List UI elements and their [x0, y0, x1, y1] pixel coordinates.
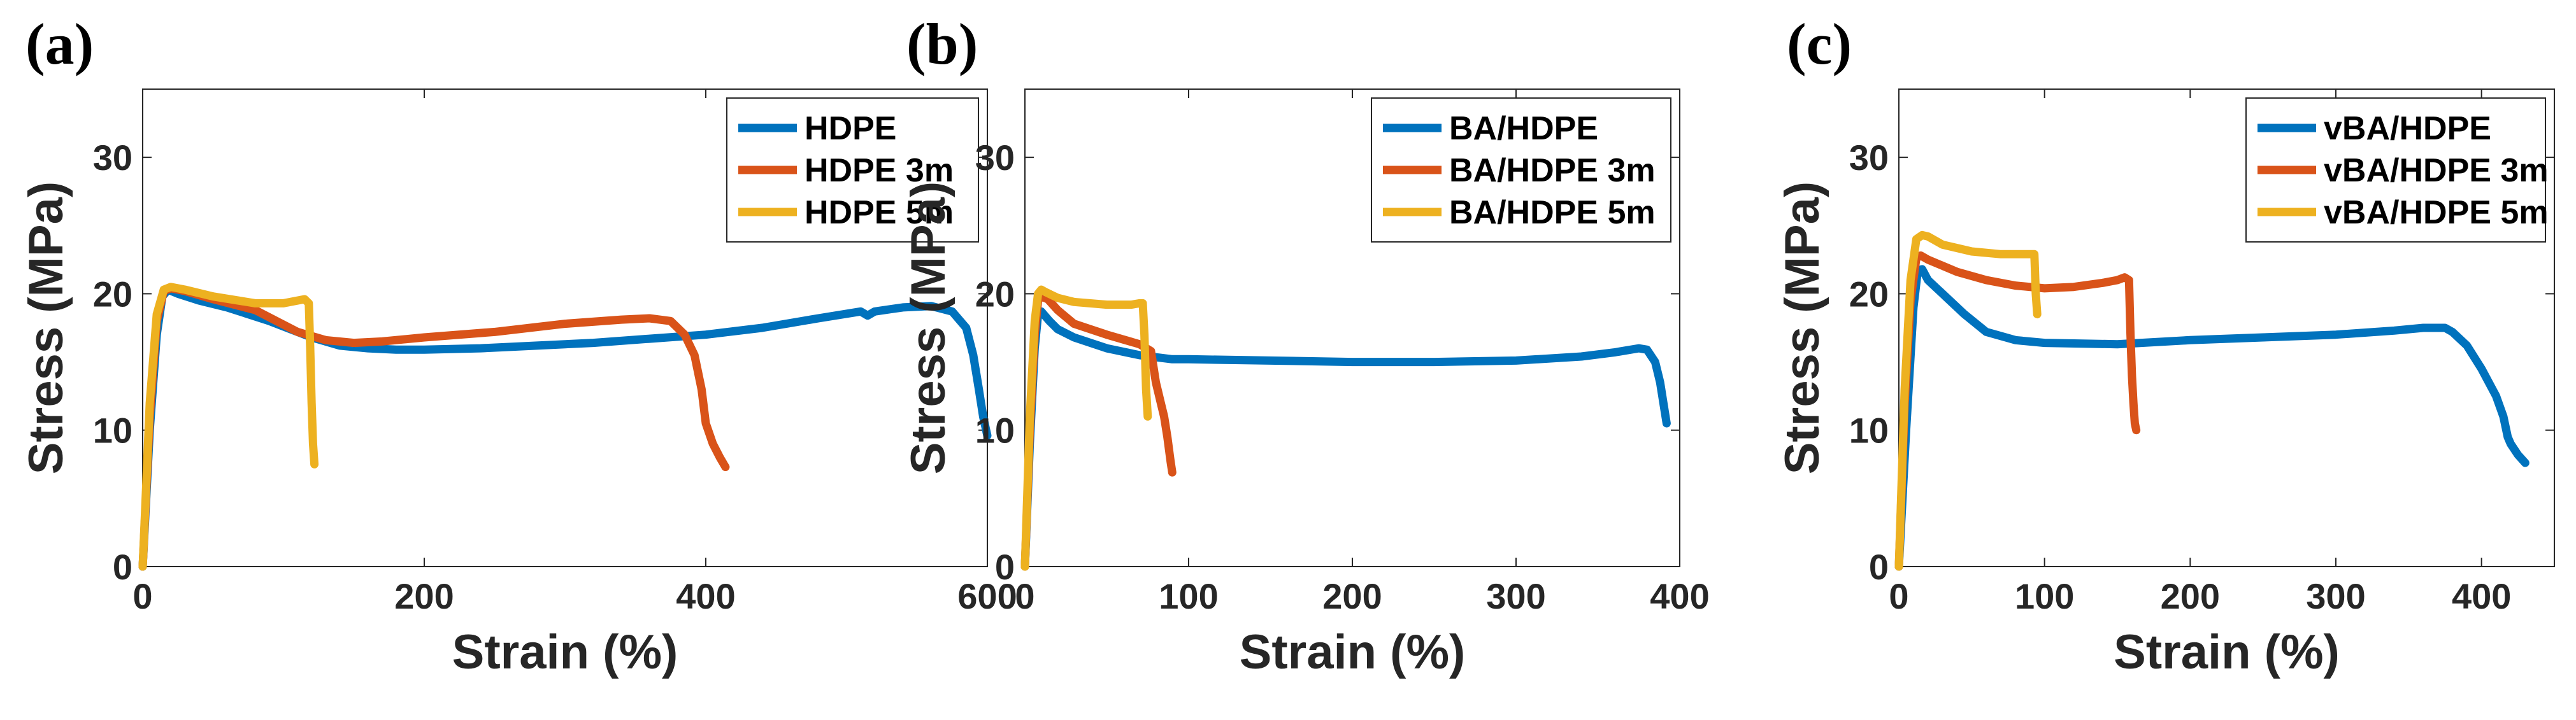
- y-axis-title: Stress (MPa): [1775, 181, 1829, 474]
- x-tick-label: 200: [2161, 576, 2220, 616]
- y-tick-label: 0: [113, 547, 132, 587]
- x-tick-label: 100: [1159, 576, 1218, 616]
- legend-label: HDPE: [805, 110, 896, 147]
- y-tick-label: 30: [975, 138, 1015, 178]
- y-axis-title: Stress (MPa): [901, 181, 955, 474]
- x-axis-title: Strain (%): [452, 625, 678, 679]
- x-tick-label: 300: [1486, 576, 1545, 616]
- series-line-3: [1020, 285, 1152, 571]
- legend-label: vBA/HDPE 5m: [2324, 194, 2549, 231]
- legend-label: vBA/HDPE 3m: [2324, 152, 2549, 189]
- y-tick-label: 0: [995, 547, 1015, 587]
- y-tick-label: 20: [1849, 274, 1889, 314]
- panel-label: (a): [25, 11, 94, 76]
- legend-label: vBA/HDPE: [2324, 110, 2491, 147]
- series-line-1: [138, 285, 992, 571]
- y-tick-label: 20: [93, 274, 132, 314]
- y-tick-label: 0: [1869, 547, 1889, 587]
- legend: HDPE HDPE 3m HDPE 5m: [726, 97, 979, 243]
- x-tick-label: 300: [2306, 576, 2365, 616]
- y-tick-label: 20: [975, 274, 1015, 314]
- y-tick-label: 10: [975, 411, 1015, 451]
- x-tick-label: 0: [132, 576, 152, 616]
- x-axis-title: Strain (%): [1240, 625, 1466, 679]
- x-tick-label: 600: [957, 576, 1017, 616]
- x-tick-label: 0: [1889, 576, 1908, 616]
- legend: BA/HDPE BA/HDPE 3m BA/HDPE 5m: [1371, 97, 1671, 243]
- x-tick-label: 0: [1015, 576, 1034, 616]
- x-tick-label: 400: [676, 576, 735, 616]
- legend: vBA/HDPE vBA/HDPE 3m vBA/HDPE 5m: [2245, 97, 2549, 243]
- legend-label: BA/HDPE 3m: [1449, 152, 1656, 189]
- x-tick-label: 100: [2015, 576, 2074, 616]
- series-line-1: [1894, 265, 2529, 571]
- legend-label: BA/HDPE 5m: [1449, 194, 1656, 231]
- legend-label: HDPE 3m: [805, 152, 954, 189]
- legend-label: BA/HDPE: [1449, 110, 1598, 147]
- series-line-3: [138, 283, 319, 571]
- panel-label: (c): [1787, 11, 1852, 76]
- panel-label: (b): [906, 11, 978, 76]
- legend-label: HDPE 5m: [805, 194, 954, 231]
- x-tick-label: 400: [2452, 576, 2511, 616]
- y-tick-label: 30: [93, 138, 132, 178]
- x-tick-label: 200: [1322, 576, 1382, 616]
- series-line-3: [1894, 230, 2042, 571]
- x-axis-title: Strain (%): [2114, 625, 2340, 679]
- x-tick-label: 200: [394, 576, 454, 616]
- y-tick-label: 10: [1849, 411, 1889, 451]
- y-tick-label: 30: [1849, 138, 1889, 178]
- x-tick-label: 400: [1650, 576, 1709, 616]
- y-axis-title: Stress (MPa): [19, 181, 73, 474]
- y-tick-label: 10: [93, 411, 132, 451]
